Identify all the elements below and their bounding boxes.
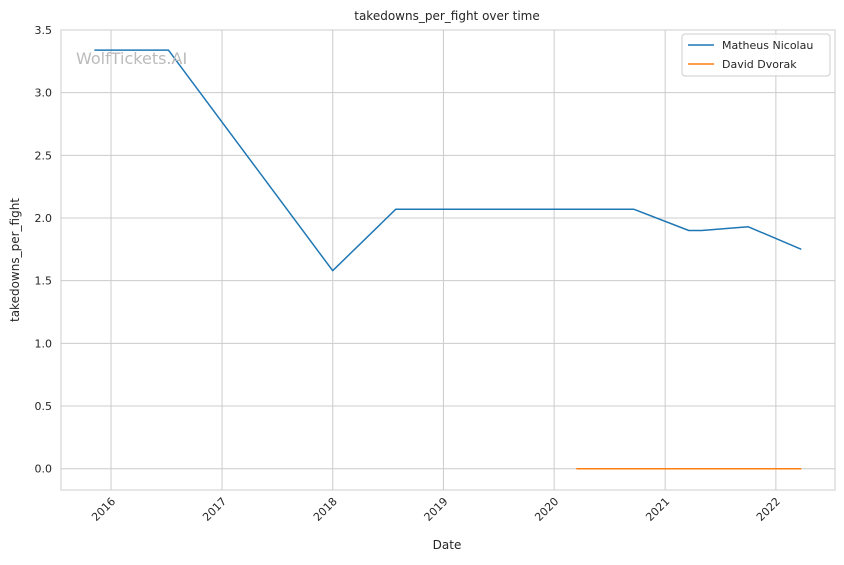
- legend-label-matheus-nicolau: Matheus Nicolau: [722, 39, 813, 52]
- x-tick-label: 2020: [532, 495, 561, 524]
- y-tick-label: 0.5: [35, 400, 53, 413]
- y-tick-label: 3.0: [35, 87, 53, 100]
- y-tick-label: 1.5: [35, 275, 53, 288]
- legend-label-david-dvorak: David Dvorak: [722, 58, 797, 71]
- legend: Matheus Nicolau David Dvorak: [681, 33, 831, 77]
- plot-frame: [60, 29, 836, 491]
- y-tick-label: 2.5: [35, 149, 53, 162]
- x-tick-label: 2017: [200, 495, 229, 524]
- y-axis: 0.0 0.5 1.0 1.5 2.0 2.5 3.0 3.5: [35, 24, 53, 476]
- x-tick-label: 2021: [643, 495, 672, 524]
- x-axis: 2016 2017 2018 2019 2020 2021 2022: [89, 495, 783, 524]
- x-tick-label: 2016: [89, 495, 118, 524]
- legend-frame: [681, 33, 831, 77]
- grid: [61, 29, 835, 490]
- series-layer: [94, 49, 802, 470]
- x-tick-label: 2022: [754, 495, 783, 524]
- y-axis-label: takedowns_per_fight: [8, 198, 22, 322]
- y-tick-label: 1.0: [35, 337, 53, 350]
- watermark: WolfTickets.AI: [76, 49, 187, 68]
- y-tick-label: 3.5: [35, 24, 53, 37]
- x-tick-label: 2019: [422, 495, 451, 524]
- chart-title: takedowns_per_fight over time: [354, 9, 540, 23]
- y-tick-label: 0.0: [35, 463, 53, 476]
- x-axis-label: Date: [433, 538, 462, 552]
- x-tick-label: 2018: [311, 495, 340, 524]
- plot-background: [61, 30, 835, 490]
- series-line-matheus-nicolau: [94, 49, 802, 272]
- y-tick-label: 2.0: [35, 212, 53, 225]
